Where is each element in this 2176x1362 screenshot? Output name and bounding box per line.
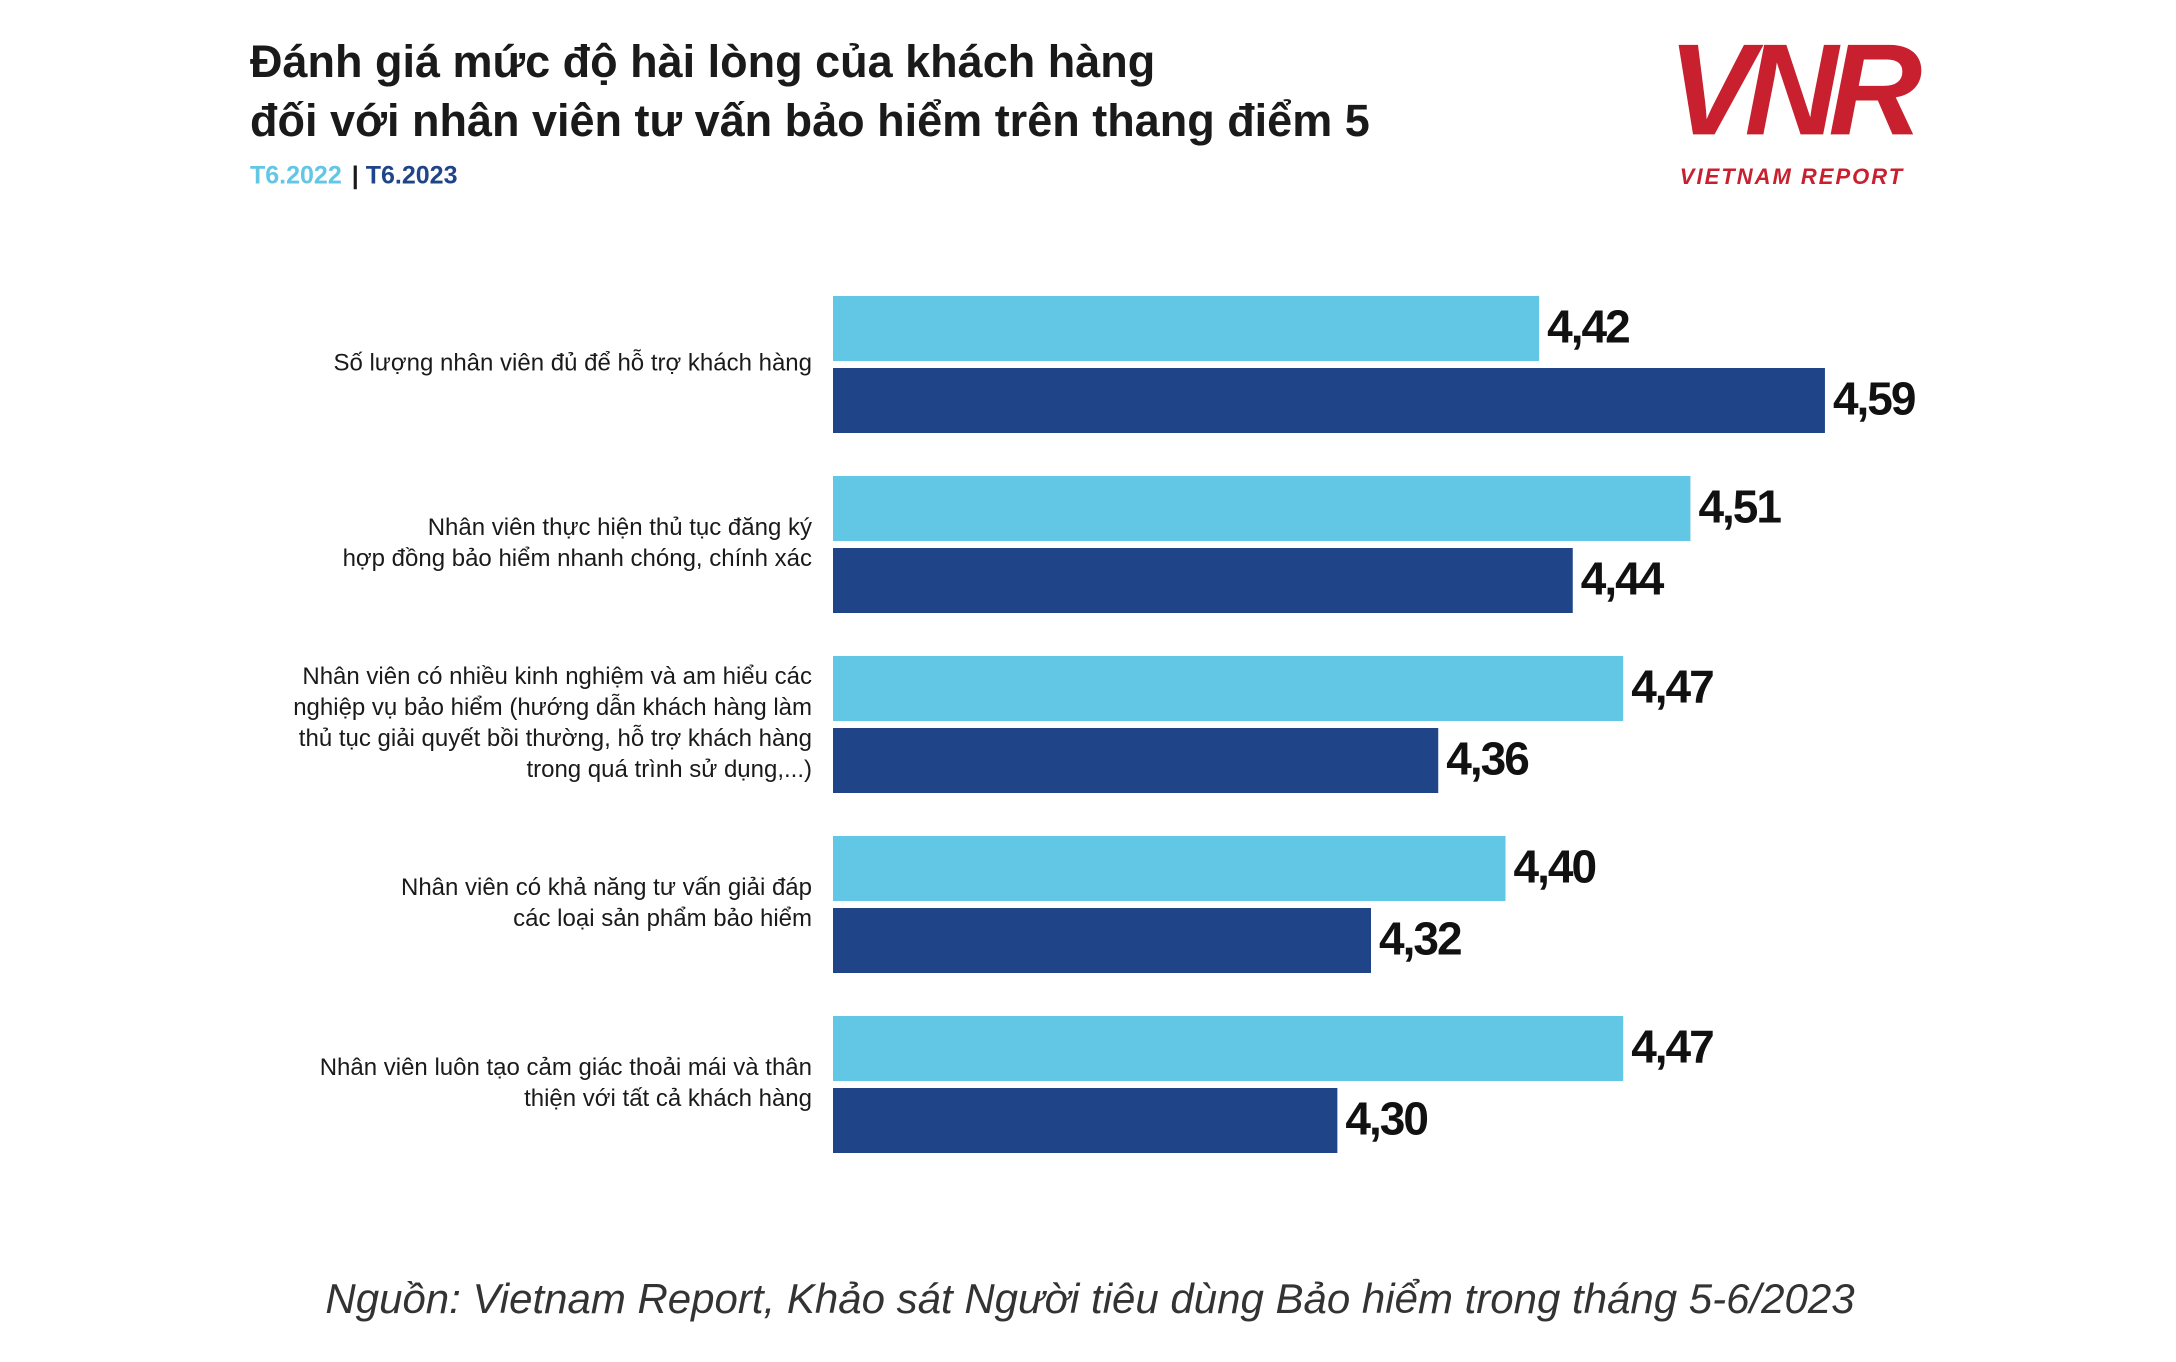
value-label: 4,36 <box>1446 733 1528 785</box>
bar <box>833 1016 1624 1081</box>
bar <box>833 836 1506 901</box>
logo-tagline: VIETNAM REPORT <box>1680 164 1904 189</box>
value-label: 4,42 <box>1547 301 1629 353</box>
bar <box>833 656 1624 721</box>
source: Nguồn: Vietnam Report, Khảo sát Người ti… <box>325 1275 1854 1322</box>
bar <box>833 728 1439 793</box>
value-label: 4,47 <box>1631 661 1713 713</box>
category-label: Nhân viên thực hiện thủ tục đăng ký hợp đ… <box>343 514 812 572</box>
category-label: Nhân viên luôn tạo cảm giác thoải mái và… <box>320 1054 812 1112</box>
value-label: 4,40 <box>1514 841 1596 893</box>
value-label: 4,32 <box>1379 913 1461 965</box>
logo: VNR <box>1668 16 1922 162</box>
legend-entry: T6.2023 <box>366 162 458 190</box>
value-label: 4,51 <box>1698 481 1781 533</box>
category-label: Nhân viên có khả năng tư vấn giải đáp các… <box>401 874 812 932</box>
bar <box>833 476 1691 541</box>
value-label: 4,59 <box>1833 373 1915 425</box>
legend-separator: | <box>352 162 359 190</box>
bar <box>833 908 1371 973</box>
legend-entry: T6.2022 <box>250 162 342 190</box>
bar <box>833 296 1540 361</box>
bar <box>833 368 1825 433</box>
bar <box>833 548 1573 613</box>
value-label: 4,44 <box>1581 553 1665 605</box>
category-label: Số lượng nhân viên đủ để hỗ trợ khách hà… <box>333 350 812 377</box>
value-label: 4,47 <box>1631 1021 1713 1073</box>
value-label: 4,30 <box>1345 1093 1427 1145</box>
category-label: Nhân viên có nhiều kinh nghiệm và am hiể… <box>293 663 812 783</box>
chart-title: Đánh giá mức độ hài lòng của khách hàng đ… <box>250 36 1370 146</box>
bar <box>833 1088 1338 1153</box>
